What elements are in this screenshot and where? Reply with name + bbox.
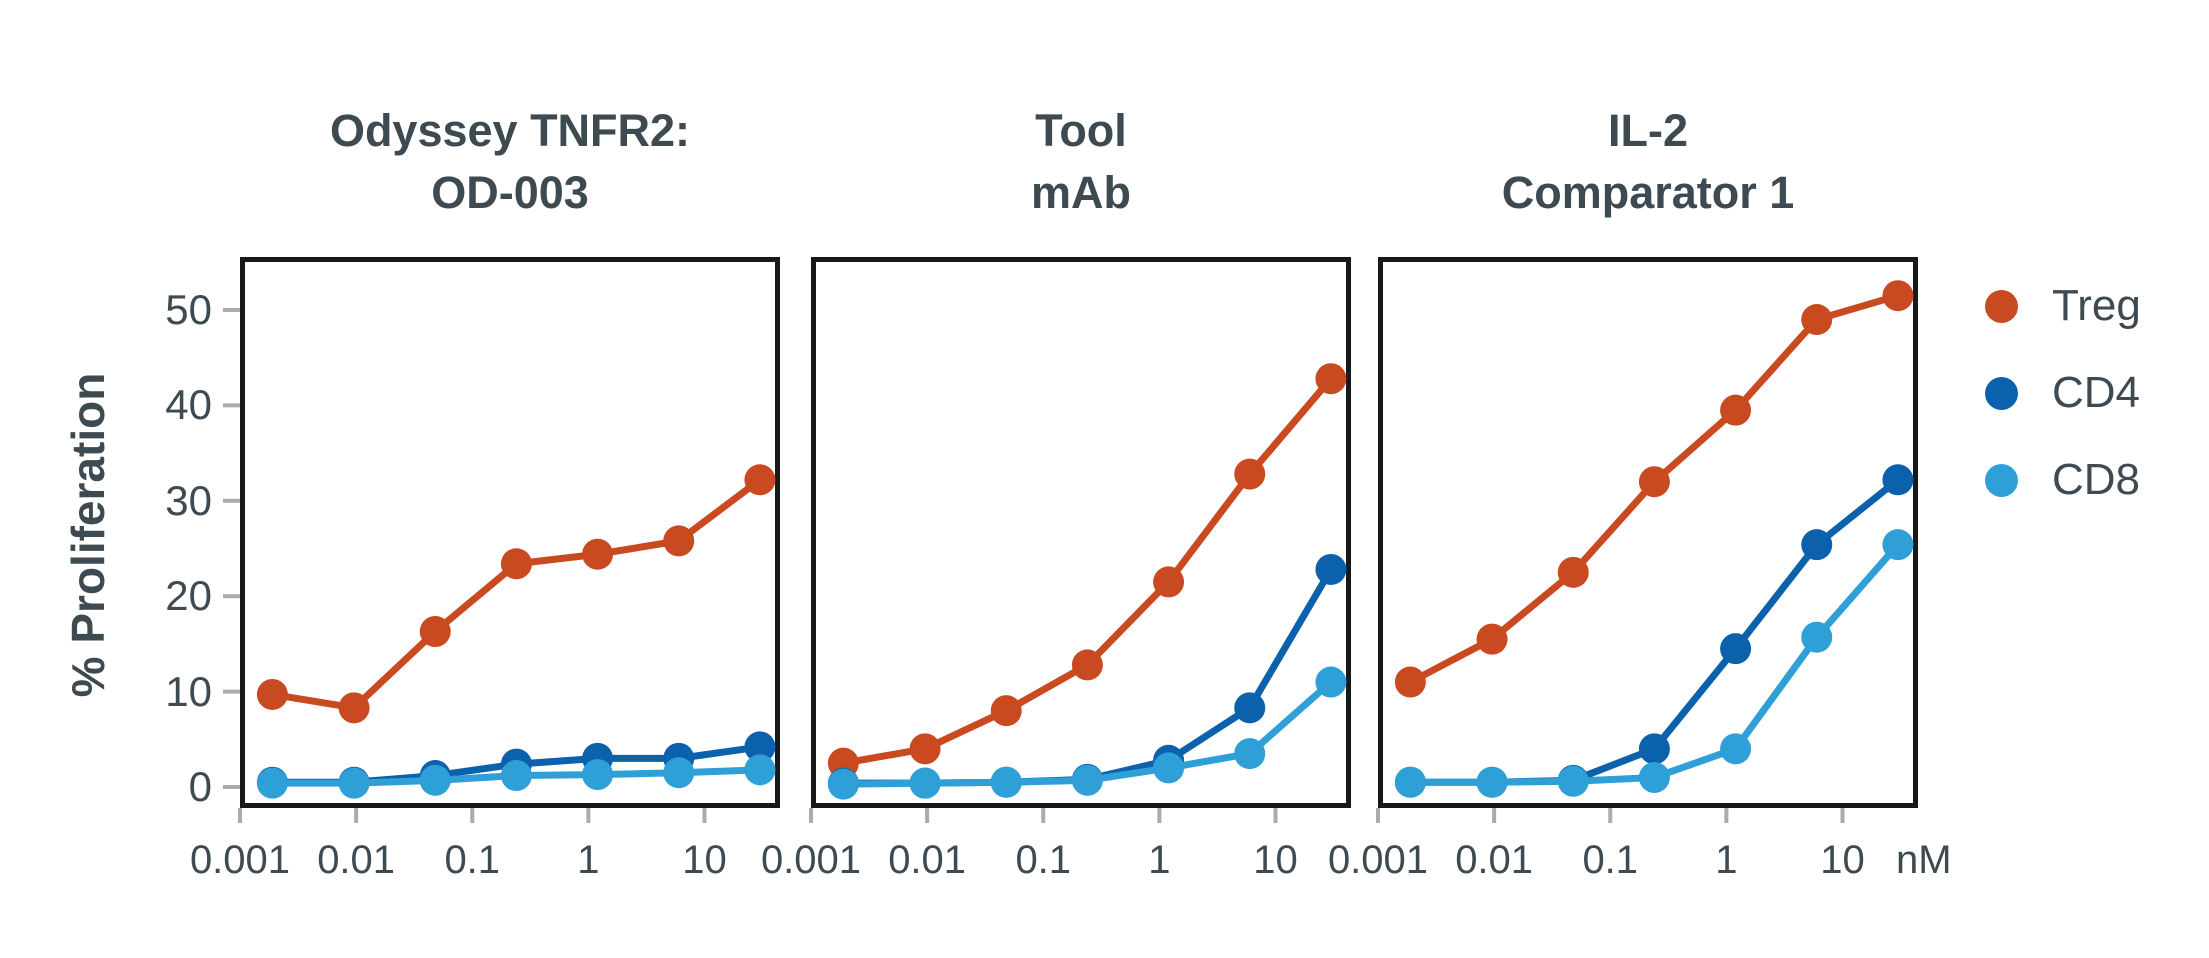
- data-point-cd8: [1476, 766, 1508, 798]
- panel-title-odyssey: Odyssey TNFR2: OD-003: [240, 100, 780, 224]
- y-tick-label: 40: [165, 381, 212, 429]
- data-point-treg: [1234, 458, 1266, 490]
- data-point-treg: [744, 464, 776, 496]
- x-tick-label: 0.01: [1455, 838, 1534, 882]
- cd8-marker-icon: [1985, 463, 2018, 497]
- data-point-cd8: [909, 767, 941, 799]
- data-point-treg: [1801, 304, 1833, 336]
- data-point-treg: [1638, 466, 1670, 498]
- panel-title-line1: IL-2: [1607, 105, 1688, 156]
- plot-area-panel-2: [809, 257, 1351, 823]
- data-point-treg: [1315, 363, 1347, 395]
- data-point-cd8: [1153, 752, 1185, 784]
- series-line-treg: [268, 476, 764, 712]
- legend-label: CD4: [2052, 368, 2141, 417]
- data-point-cd8: [1638, 761, 1670, 793]
- x-axis-unit-label: nM: [1896, 838, 1952, 882]
- data-point-cd8: [1801, 621, 1833, 653]
- y-tick-label: 30: [165, 476, 212, 524]
- data-point-cd8: [582, 759, 614, 791]
- data-point-cd8: [419, 764, 451, 796]
- plot-area-panel-1: [223, 257, 780, 823]
- y-tick-label: 0: [188, 763, 212, 810]
- data-point-treg: [1557, 556, 1589, 588]
- x-tick-label: 0.001: [760, 838, 862, 882]
- x-tick-label: 0.1: [1582, 838, 1639, 882]
- x-tick-label: 0.001: [1327, 838, 1429, 882]
- data-point-treg: [256, 678, 288, 710]
- y-tick-label: 20: [165, 572, 212, 620]
- x-tick-label: 0.1: [444, 838, 501, 882]
- x-tick-label: 0.01: [888, 838, 967, 882]
- data-point-treg: [1882, 280, 1914, 312]
- panel-title-line1: Odyssey TNFR2:: [329, 105, 691, 156]
- data-point-cd8: [827, 768, 859, 800]
- data-point-treg: [1153, 566, 1185, 598]
- panel-title-tool-mab: Tool mAb: [811, 100, 1351, 224]
- legend-item-cd4: CD4: [1985, 368, 2141, 417]
- data-point-treg: [582, 538, 614, 570]
- data-point-cd8: [256, 767, 288, 799]
- data-point-cd8: [1315, 666, 1347, 698]
- y-tick-label: 10: [165, 667, 212, 715]
- cd4-marker-icon: [1985, 376, 2018, 410]
- x-tick-label: 0.001: [189, 838, 291, 882]
- data-point-cd8: [1557, 765, 1589, 797]
- legend-label: CD8: [2052, 455, 2141, 504]
- data-point-cd4: [1234, 692, 1266, 724]
- data-point-cd8: [990, 766, 1022, 798]
- data-point-treg: [1071, 649, 1103, 681]
- data-point-treg: [1476, 623, 1508, 655]
- legend-item-treg: Treg: [1985, 281, 2141, 330]
- data-point-cd4: [1720, 633, 1752, 665]
- treg-marker-icon: [1985, 289, 2018, 323]
- data-point-treg: [1394, 666, 1426, 698]
- panel-title-line2: mAb: [1031, 167, 1131, 218]
- panel-title-line2: Comparator 1: [1501, 167, 1795, 218]
- data-point-treg: [990, 695, 1022, 727]
- data-point-cd8: [744, 754, 776, 786]
- x-tick-label: 0.01: [317, 838, 396, 882]
- panel-title-il2-comparator: IL-2 Comparator 1: [1378, 100, 1918, 224]
- plot-area-panel-3: [1376, 257, 1918, 823]
- panel-title-line2: OD-003: [431, 167, 589, 218]
- data-point-treg: [338, 692, 370, 724]
- data-point-cd4: [1882, 464, 1914, 496]
- data-point-cd8: [338, 767, 370, 799]
- data-point-treg: [663, 525, 695, 557]
- x-tick-label: 0.1: [1015, 838, 1072, 882]
- x-tick-label: 10: [682, 838, 727, 882]
- data-point-cd8: [1234, 738, 1266, 770]
- legend-label: Treg: [2052, 281, 2141, 330]
- data-point-cd4: [1638, 733, 1670, 765]
- data-point-treg: [1720, 394, 1752, 426]
- data-point-treg: [419, 615, 451, 647]
- data-point-cd8: [500, 760, 532, 792]
- data-point-treg: [500, 548, 532, 580]
- x-tick-label: 1: [577, 838, 600, 882]
- data-point-cd4: [1801, 529, 1833, 561]
- x-tick-label: 10: [1820, 838, 1865, 882]
- data-point-cd4: [1315, 553, 1347, 585]
- data-point-treg: [909, 733, 941, 765]
- x-tick-label: 10: [1253, 838, 1298, 882]
- data-point-cd8: [1882, 529, 1914, 561]
- data-point-cd8: [1394, 766, 1426, 798]
- data-point-cd4: [744, 731, 776, 763]
- data-point-cd8: [1720, 733, 1752, 765]
- x-tick-label: 1: [1148, 838, 1171, 882]
- panel-title-line1: Tool: [1035, 105, 1127, 156]
- data-point-cd8: [663, 757, 695, 789]
- legend-item-cd8: CD8: [1985, 455, 2141, 504]
- x-tick-label: 1: [1715, 838, 1738, 882]
- y-tick-label: 50: [165, 286, 212, 333]
- data-point-cd8: [1071, 764, 1103, 796]
